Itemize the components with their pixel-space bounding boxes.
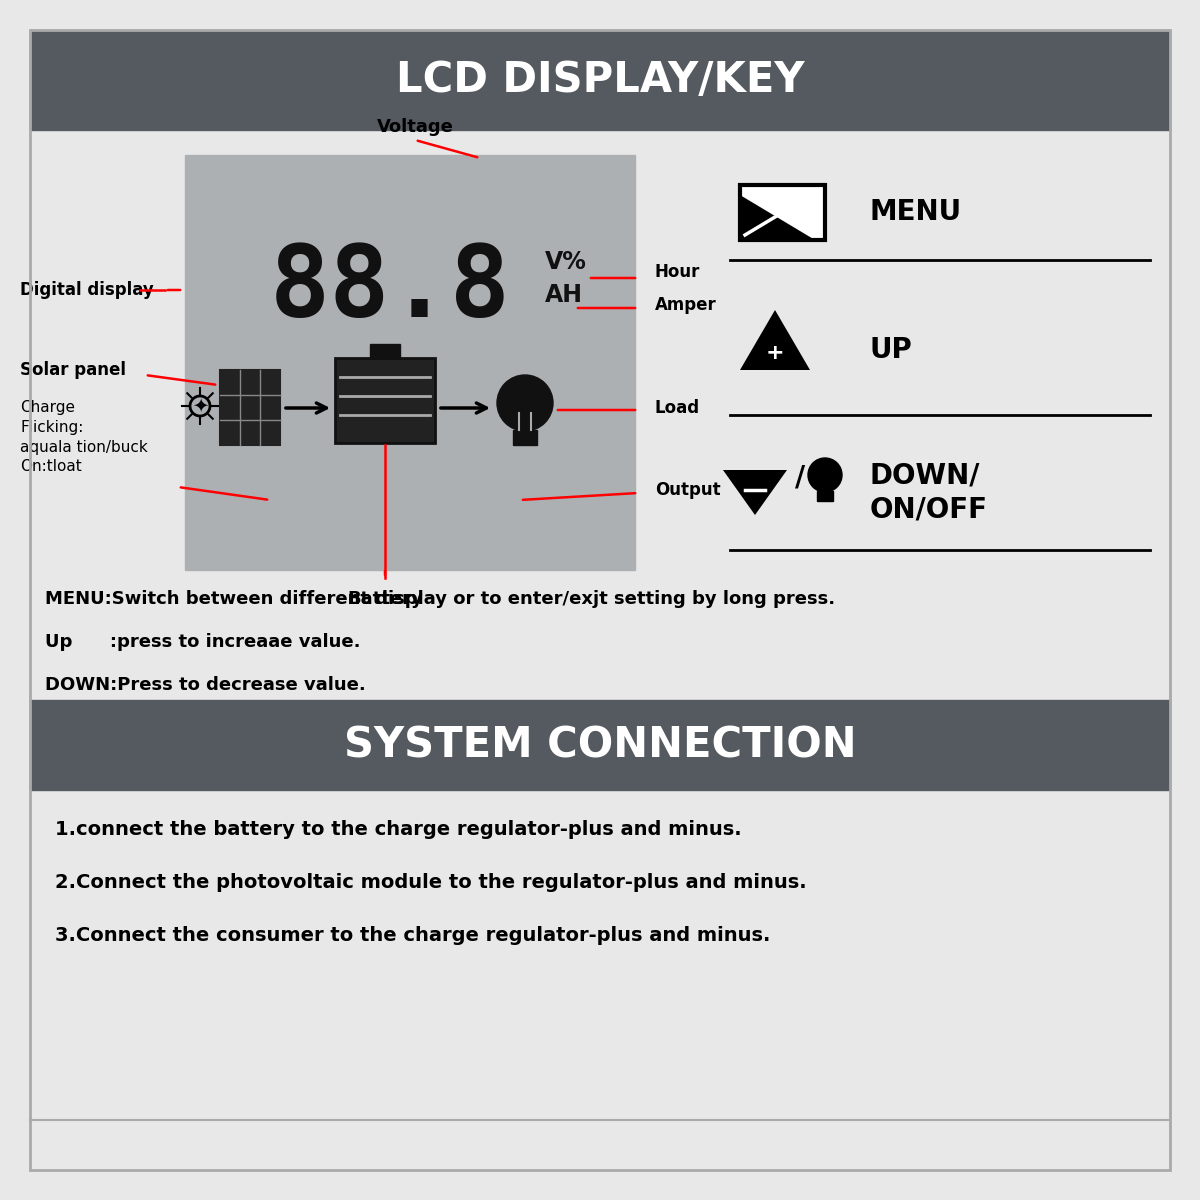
Text: Up      :press to increaae value.: Up :press to increaae value.	[46, 634, 360, 650]
Polygon shape	[722, 470, 787, 515]
Text: ✦: ✦	[192, 396, 208, 415]
Text: UP: UP	[870, 336, 913, 364]
Circle shape	[497, 374, 553, 431]
Text: AH: AH	[545, 283, 583, 307]
Text: 2.Connect the photovoltaic module to the regulator-plus and minus.: 2.Connect the photovoltaic module to the…	[55, 874, 806, 892]
Text: Solar panel: Solar panel	[20, 361, 126, 379]
Text: Battery: Battery	[347, 590, 422, 608]
Text: SYSTEM CONNECTION: SYSTEM CONNECTION	[343, 724, 857, 766]
Text: +: +	[766, 343, 785, 362]
Text: DOWN:Press to decrease value.: DOWN:Press to decrease value.	[46, 676, 366, 694]
Text: ON/OFF: ON/OFF	[870, 496, 988, 524]
Bar	[30, 700, 1170, 790]
Bar	[817, 491, 833, 502]
Bar	[740, 185, 826, 240]
Text: Digital display: Digital display	[20, 281, 154, 299]
Text: Load: Load	[655, 398, 700, 416]
Circle shape	[808, 458, 842, 492]
Text: Hour: Hour	[655, 263, 701, 281]
Text: LCD DISPLAY/KEY: LCD DISPLAY/KEY	[396, 59, 804, 101]
Text: MENU:Switch between different display or to enter/exjt setting by long press.: MENU:Switch between different display or…	[46, 590, 835, 608]
Text: Output: Output	[655, 481, 721, 499]
Text: Voltage: Voltage	[377, 118, 454, 136]
Text: 1.connect the battery to the charge regulator-plus and minus.: 1.connect the battery to the charge regu…	[55, 820, 742, 839]
Bar	[220, 370, 280, 445]
Bar	[30, 30, 1170, 130]
Bar	[370, 344, 400, 358]
Bar	[185, 155, 635, 570]
Bar	[514, 430, 538, 445]
Bar	[335, 358, 436, 443]
Polygon shape	[740, 310, 810, 370]
Text: V%: V%	[545, 250, 587, 274]
Text: 3.Connect the consumer to the charge regulator-plus and minus.: 3.Connect the consumer to the charge reg…	[55, 926, 770, 946]
Text: Amper: Amper	[655, 296, 716, 314]
Text: DOWN/: DOWN/	[870, 461, 980, 490]
Text: /: /	[794, 464, 805, 492]
Text: 88.8: 88.8	[270, 241, 510, 338]
Text: Charge
Flicking:
aquala tion/buck
On:tloat: Charge Flicking: aquala tion/buck On:tlo…	[20, 400, 148, 474]
Polygon shape	[740, 194, 815, 240]
Text: MENU: MENU	[870, 198, 962, 226]
